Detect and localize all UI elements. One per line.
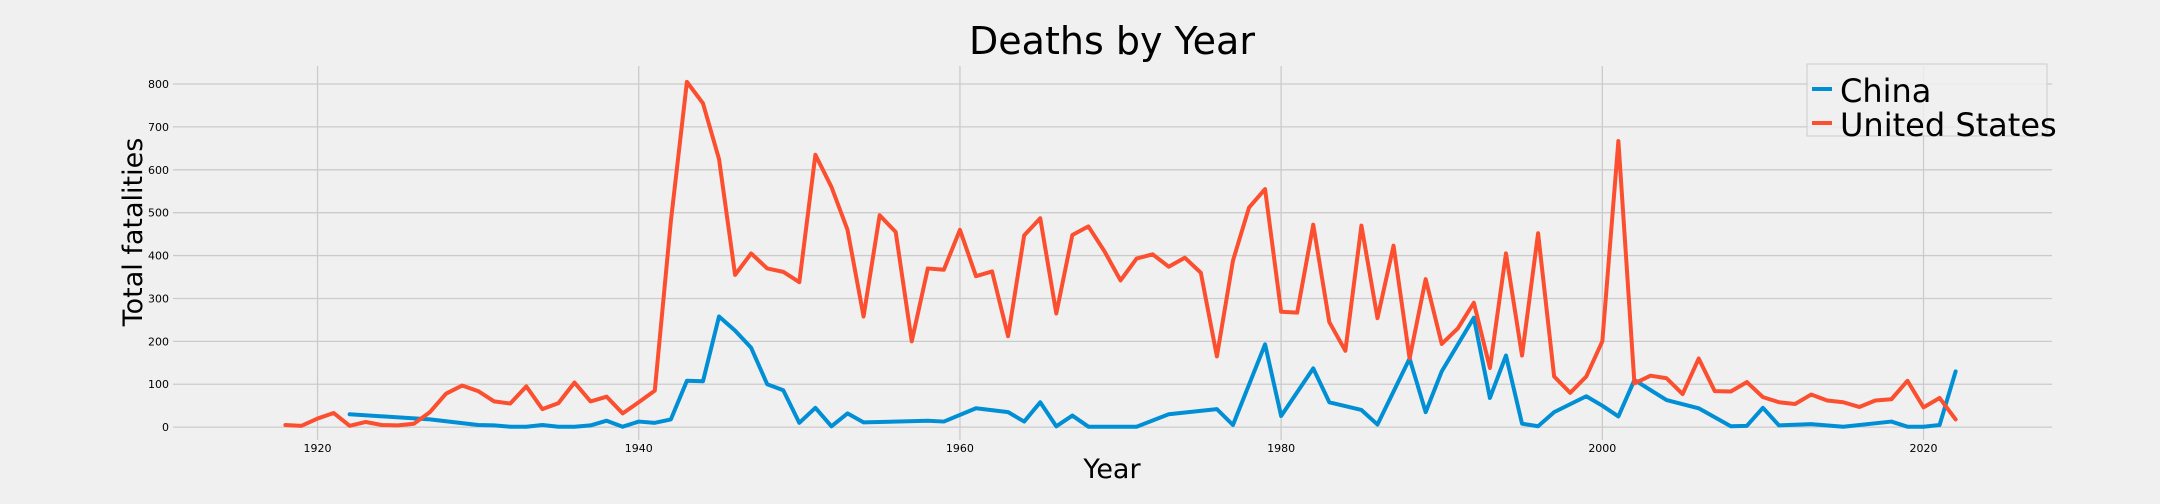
y-tick-label-400: 400	[148, 250, 169, 263]
y-tick-label-600: 600	[148, 164, 169, 177]
x-tick-label-1940: 1940	[625, 442, 653, 455]
x-axis-label: Year	[1082, 454, 1141, 485]
x-tick-label-1920: 1920	[304, 442, 332, 455]
y-tick-labels: 0 100 200 300 400 500 600 700 800	[148, 78, 169, 434]
y-tick-label-300: 300	[148, 292, 169, 305]
legend: China United States	[1806, 63, 2057, 144]
x-tick-label-1960: 1960	[946, 442, 974, 455]
y-tick-label-800: 800	[148, 78, 169, 91]
series-lines	[283, 79, 1958, 429]
chart-title: Deaths by Year	[969, 19, 1255, 63]
x-tick-label-1980: 1980	[1267, 442, 1295, 455]
y-tick-label-200: 200	[148, 335, 169, 348]
series-line-united-states	[283, 79, 1958, 428]
y-tick-label-500: 500	[148, 207, 169, 220]
x-tick-labels: 1920 1940 1960 1980 2000 2020	[304, 442, 1938, 455]
y-axis-label: Total fatalities	[118, 138, 149, 328]
grid	[173, 66, 2052, 440]
legend-box	[1806, 63, 2048, 137]
y-tick-label-0: 0	[162, 421, 169, 434]
x-tick-label-2000: 2000	[1588, 442, 1616, 455]
legend-label-united-states: United States	[1840, 106, 2057, 144]
y-tick-label-100: 100	[148, 378, 169, 391]
x-tick-label-2020: 2020	[1910, 442, 1938, 455]
series-line-china	[347, 314, 1958, 429]
y-tick-label-700: 700	[148, 121, 169, 134]
legend-label-china: China	[1840, 72, 1931, 110]
